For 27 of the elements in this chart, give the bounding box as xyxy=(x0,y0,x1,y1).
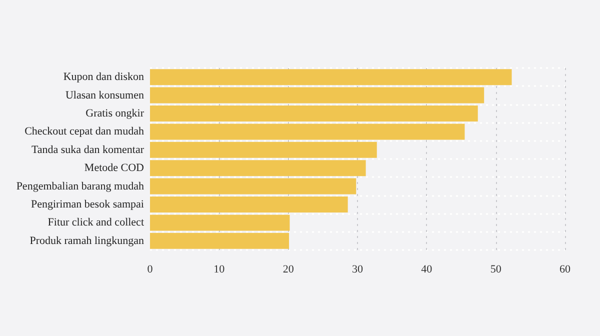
x-tick-label: 30 xyxy=(352,264,364,276)
x-tick-label: 40 xyxy=(421,264,433,276)
y-tick-label: Pengembalian barang mudah xyxy=(16,180,144,192)
bar xyxy=(150,87,484,104)
y-tick-label: Pengiriman besok sampai xyxy=(30,198,144,210)
y-tick-label: Ulasan konsumen xyxy=(65,89,144,102)
x-tick-label: 0 xyxy=(147,264,154,276)
bar xyxy=(150,142,377,158)
bar xyxy=(150,160,366,176)
bar xyxy=(150,105,478,122)
bar xyxy=(150,69,512,86)
bar xyxy=(150,196,348,213)
y-tick-label: Checkout cepat dan mudah xyxy=(24,126,144,138)
bar xyxy=(150,232,290,249)
bar xyxy=(150,124,465,140)
y-tick-label: Fitur click and collect xyxy=(48,216,144,229)
y-tick-label: Gratis ongkir xyxy=(86,108,144,120)
x-tick-label: 10 xyxy=(214,264,226,276)
y-tick-label: Produk ramah lingkungan xyxy=(30,234,144,247)
y-tick-label: Metode COD xyxy=(84,162,144,174)
x-tick-label: 20 xyxy=(282,264,294,276)
y-tick-label: Tanda suka dan komentar xyxy=(31,144,144,156)
bar xyxy=(150,178,356,194)
y-tick-label: Kupon dan diskon xyxy=(63,71,144,84)
x-tick-label: 60 xyxy=(560,264,571,276)
bar xyxy=(150,214,290,231)
x-tick-label: 50 xyxy=(490,264,502,276)
